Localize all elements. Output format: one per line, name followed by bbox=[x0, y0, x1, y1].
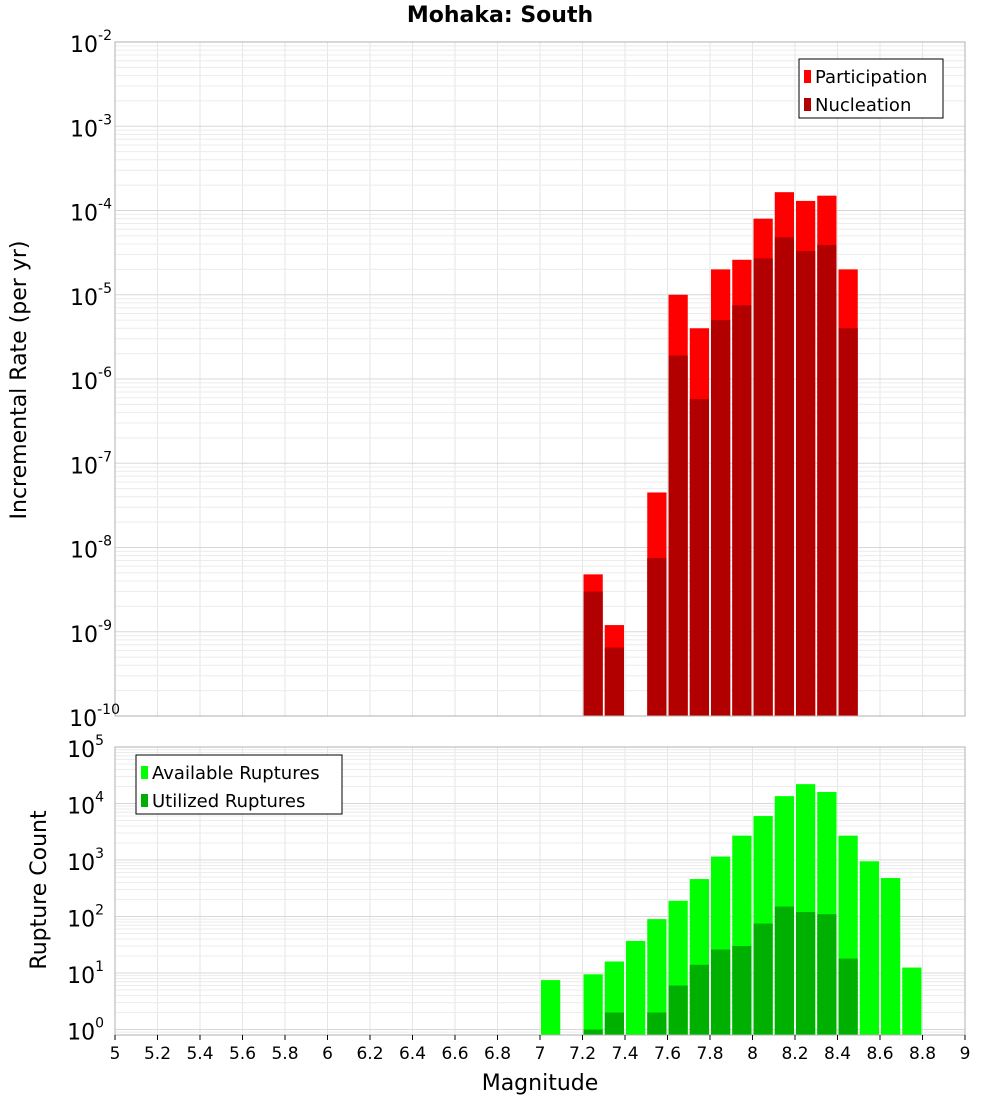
bottom-y-tick-label: 103 bbox=[67, 846, 104, 876]
x-tick-label: 6.2 bbox=[356, 1044, 383, 1064]
bottom-y-tick-label: 105 bbox=[67, 733, 104, 763]
top-y-tick-label: 10-2 bbox=[70, 28, 112, 58]
legend-swatch bbox=[141, 794, 148, 807]
utilized-ruptures-bar bbox=[817, 914, 837, 1035]
bottom-y-axis-label: Rupture Count bbox=[27, 810, 52, 970]
utilized-ruptures-bar bbox=[838, 958, 858, 1035]
x-tick-label: 7.8 bbox=[696, 1044, 723, 1064]
bottom-legend-box bbox=[135, 754, 343, 815]
bottom-y-tick-label: 102 bbox=[67, 903, 104, 933]
x-tick-label: 5.8 bbox=[271, 1044, 298, 1064]
top-y-tick-label: 10-6 bbox=[70, 365, 112, 395]
available-ruptures-bar bbox=[626, 940, 646, 1035]
utilized-ruptures-bar bbox=[689, 964, 709, 1035]
nucleation-bar bbox=[647, 558, 667, 716]
x-tick-label: 8.4 bbox=[824, 1044, 851, 1064]
utilized-ruptures-bar bbox=[647, 1012, 667, 1035]
legend-entry: Utilized Ruptures bbox=[152, 791, 305, 812]
nucleation-bar bbox=[583, 591, 603, 716]
available-ruptures-bar bbox=[881, 878, 901, 1035]
top-y-tick-label: 10-5 bbox=[70, 281, 112, 311]
x-tick-label: 8 bbox=[747, 1044, 758, 1064]
x-tick-label: 7.6 bbox=[654, 1044, 681, 1064]
x-tick-label: 5.2 bbox=[144, 1044, 171, 1064]
x-tick-label: 7.2 bbox=[569, 1044, 596, 1064]
x-tick-label: 6.4 bbox=[399, 1044, 426, 1064]
x-tick-label: 6 bbox=[322, 1044, 333, 1064]
legend-entry: Available Ruptures bbox=[152, 763, 320, 784]
utilized-ruptures-bar bbox=[604, 1012, 624, 1035]
chart-title: Mohaka: South bbox=[407, 3, 593, 28]
available-ruptures-bar bbox=[541, 980, 561, 1035]
x-tick-label: 6.8 bbox=[484, 1044, 511, 1064]
available-ruptures-bar bbox=[902, 967, 922, 1035]
bottom-y-tick-label: 100 bbox=[67, 1016, 104, 1046]
utilized-ruptures-bar bbox=[668, 985, 688, 1035]
legend-entry: Participation bbox=[815, 67, 927, 88]
top-y-axis-label: Incremental Rate (per yr) bbox=[7, 241, 32, 520]
x-tick-label: 6.6 bbox=[441, 1044, 468, 1064]
utilized-ruptures-bar bbox=[583, 1029, 603, 1035]
x-tick-label: 8.2 bbox=[781, 1044, 808, 1064]
utilized-ruptures-bar bbox=[753, 923, 773, 1035]
nucleation-bar bbox=[732, 305, 752, 716]
legend-entry: Nucleation bbox=[815, 95, 911, 116]
top-legend-box bbox=[798, 58, 944, 119]
x-tick-label: 8.8 bbox=[909, 1044, 936, 1064]
top-plot-border bbox=[114, 41, 966, 717]
x-tick-label: 7.4 bbox=[611, 1044, 638, 1064]
x-axis-label: Magnitude bbox=[482, 1071, 599, 1096]
utilized-ruptures-bar bbox=[774, 906, 794, 1035]
top-y-tick-label: 10-7 bbox=[70, 449, 112, 479]
x-tick-label: 5.4 bbox=[186, 1044, 213, 1064]
nucleation-bar bbox=[774, 237, 794, 717]
x-tick-label: 7 bbox=[535, 1044, 546, 1064]
nucleation-bar bbox=[796, 251, 816, 717]
legend-swatch bbox=[804, 98, 811, 111]
top-legend: Participation Nucleation bbox=[798, 58, 944, 119]
nucleation-bar bbox=[753, 258, 773, 716]
x-tick-label: 5.6 bbox=[229, 1044, 256, 1064]
top-y-tick-label: 10-4 bbox=[70, 197, 112, 227]
x-tick-label: 8.6 bbox=[866, 1044, 893, 1064]
utilized-ruptures-bar bbox=[796, 912, 816, 1035]
nucleation-bar bbox=[668, 355, 688, 716]
nucleation-bar bbox=[838, 328, 858, 716]
top-y-tick-label: 10-3 bbox=[70, 112, 112, 142]
legend-swatch bbox=[141, 766, 148, 779]
x-tick-label: 9 bbox=[960, 1044, 971, 1064]
utilized-ruptures-bar bbox=[732, 946, 752, 1035]
available-ruptures-bar bbox=[647, 919, 667, 1035]
top-y-tick-label: 10-10 bbox=[69, 702, 120, 732]
available-ruptures-bar bbox=[859, 861, 879, 1035]
grid-lines bbox=[114, 41, 966, 1036]
nucleation-bar bbox=[817, 244, 837, 716]
nucleation-bar bbox=[604, 647, 624, 716]
legend-swatch bbox=[804, 70, 811, 83]
available-ruptures-bar bbox=[583, 974, 603, 1035]
x-tick-label: 5 bbox=[110, 1044, 121, 1064]
bottom-y-tick-label: 101 bbox=[67, 959, 104, 989]
utilized-ruptures-bar bbox=[711, 949, 731, 1035]
top-y-tick-label: 10-8 bbox=[70, 534, 112, 564]
bottom-y-tick-label: 104 bbox=[67, 790, 104, 820]
bottom-legend: Available Ruptures Utilized Ruptures bbox=[135, 754, 343, 815]
top-y-tick-label: 10-9 bbox=[70, 618, 112, 648]
nucleation-bar bbox=[711, 320, 731, 716]
nucleation-bar bbox=[689, 398, 709, 716]
